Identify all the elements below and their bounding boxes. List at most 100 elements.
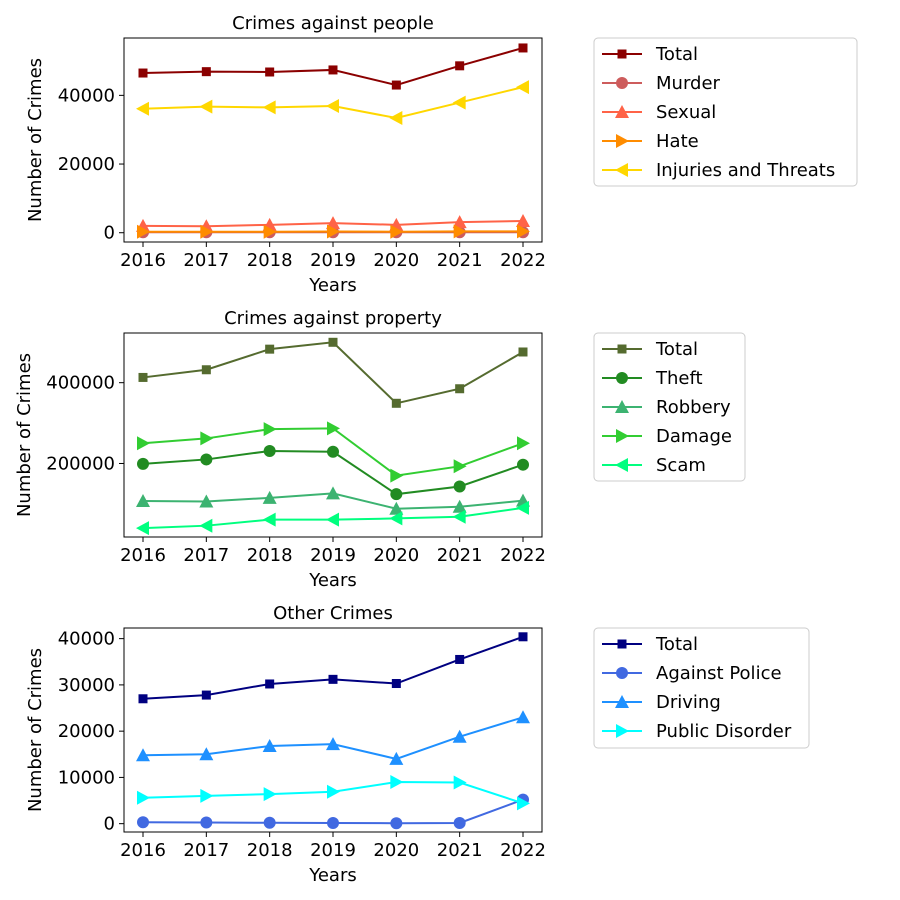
legend-label: Total xyxy=(655,634,698,655)
data-point xyxy=(262,512,276,527)
series-line xyxy=(142,341,524,405)
data-point xyxy=(136,748,150,762)
x-tick-label: 2018 xyxy=(247,840,293,861)
x-tick-label: 2017 xyxy=(183,250,229,271)
data-point xyxy=(453,480,466,493)
data-point xyxy=(391,679,401,689)
x-tick-label: 2022 xyxy=(500,545,546,566)
legend-marker xyxy=(615,458,628,472)
series-robbery xyxy=(136,486,530,515)
series-sexual xyxy=(136,214,530,233)
series-driving xyxy=(136,710,530,765)
x-tick-label: 2016 xyxy=(120,840,166,861)
data-point xyxy=(199,494,214,508)
data-point xyxy=(326,99,339,113)
y-tick-label: 30000 xyxy=(58,675,115,696)
data-point xyxy=(327,784,340,799)
data-point xyxy=(452,215,467,229)
data-point xyxy=(263,224,277,239)
legend-label: Public Disorder xyxy=(656,721,792,742)
data-point xyxy=(389,511,403,526)
y-tick-label: 0 xyxy=(104,223,115,244)
y-tick-label: 40000 xyxy=(58,629,115,650)
data-point xyxy=(136,521,149,536)
series-total xyxy=(138,337,528,408)
data-point xyxy=(199,99,213,114)
series-scam xyxy=(136,500,529,536)
x-tick-label: 2022 xyxy=(500,250,546,271)
data-point xyxy=(326,486,340,500)
data-point xyxy=(137,436,150,451)
x-axis-label: Years xyxy=(308,865,357,886)
legend-marker xyxy=(617,344,627,354)
data-point xyxy=(390,488,403,501)
data-point xyxy=(389,111,403,126)
legend: Total Murder Sexual Hate Injuries and Threat… xyxy=(593,37,858,187)
legend-label: Total xyxy=(655,339,698,360)
data-point xyxy=(138,694,148,704)
legend-marker xyxy=(615,163,628,177)
data-point xyxy=(390,224,404,239)
x-tick-label: 2020 xyxy=(373,250,419,271)
series-damage xyxy=(137,421,530,483)
axes-frame xyxy=(123,332,543,538)
data-point xyxy=(326,737,340,751)
x-tick-label: 2021 xyxy=(437,545,483,566)
data-point xyxy=(199,747,214,761)
data-point xyxy=(200,224,214,239)
chart-panel-2: Crimes against property 2016 2017 2018 2019 2… xyxy=(14,308,746,591)
y-axis-label: Number of Crimes xyxy=(14,353,35,517)
y-tick-label: 40000 xyxy=(58,85,115,106)
data-point xyxy=(391,398,401,408)
x-axis-label: Years xyxy=(308,275,357,296)
data-point xyxy=(265,344,275,354)
data-point xyxy=(328,337,338,347)
y-tick-label: 0 xyxy=(104,814,115,835)
data-point xyxy=(137,224,150,239)
data-point xyxy=(263,422,277,437)
data-point xyxy=(263,787,277,802)
data-point xyxy=(136,101,149,116)
legend-label: Sexual xyxy=(656,102,716,123)
x-tick-label: 2020 xyxy=(373,840,419,861)
legend: Total Theft Robbery Damage Scam xyxy=(593,332,746,482)
y-tick-label: 10000 xyxy=(58,767,115,788)
data-point xyxy=(517,796,530,811)
chart-title: Crimes against people xyxy=(232,13,434,34)
x-tick-label: 2018 xyxy=(247,545,293,566)
y-tick-label: 400000 xyxy=(46,373,115,394)
x-tick-label: 2020 xyxy=(373,545,419,566)
data-point xyxy=(455,654,465,664)
legend-marker xyxy=(616,724,629,738)
data-point xyxy=(137,816,149,829)
data-point xyxy=(453,459,467,474)
data-point xyxy=(262,738,277,752)
chart-panel-1: Crimes against people 2016 2017 2018 2019 202… xyxy=(25,13,858,296)
data-point xyxy=(517,224,530,239)
data-point xyxy=(452,95,466,110)
data-point xyxy=(328,65,338,75)
data-point xyxy=(326,512,339,527)
x-tick-label: 2019 xyxy=(310,250,356,271)
data-point xyxy=(200,431,214,446)
data-point xyxy=(452,499,467,513)
data-point xyxy=(516,710,530,724)
data-point xyxy=(265,679,275,689)
data-point xyxy=(390,775,404,790)
legend-marker xyxy=(616,77,628,89)
legend-box xyxy=(593,37,858,187)
data-point xyxy=(327,445,339,458)
data-point xyxy=(390,468,404,483)
data-point xyxy=(518,347,528,357)
data-point xyxy=(326,216,340,230)
data-point xyxy=(516,214,530,228)
legend-label: Driving xyxy=(656,692,721,713)
x-tick-label: 2018 xyxy=(247,250,293,271)
legend-marker xyxy=(616,372,628,384)
data-point xyxy=(453,775,467,790)
y-tick-label: 20000 xyxy=(58,154,115,175)
x-tick-label: 2021 xyxy=(437,840,483,861)
data-point xyxy=(262,490,277,504)
series-total xyxy=(138,43,528,90)
x-tick-label: 2017 xyxy=(183,840,229,861)
